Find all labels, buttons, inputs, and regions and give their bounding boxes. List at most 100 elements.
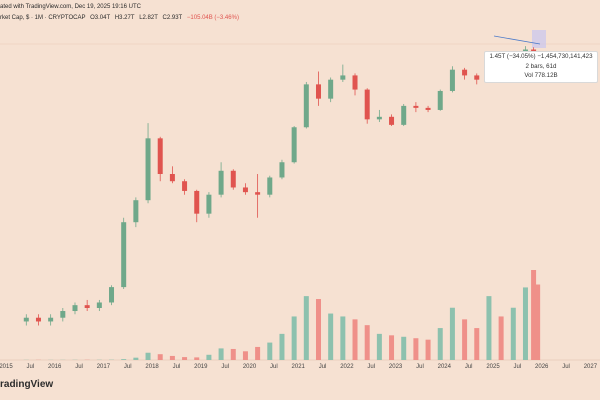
published-note: ated with TradingView.com, Dec 19, 2025 … bbox=[0, 4, 141, 10]
measure-tooltip: 1.45T (−34.05%) −1,454,730,141,423 2 bar… bbox=[484, 51, 598, 83]
ohlc-legend: rket Cap, $ · 1M · CRYPTOCAP O3.04T H3.2… bbox=[0, 15, 242, 21]
candle bbox=[242, 183, 248, 195]
x-tick-label: 2022 bbox=[340, 364, 354, 370]
candle-body bbox=[413, 105, 419, 108]
candle bbox=[206, 192, 212, 218]
candle bbox=[60, 307, 66, 322]
x-tick-label: Jul bbox=[514, 364, 522, 370]
candle bbox=[169, 166, 175, 184]
candle-body bbox=[279, 162, 285, 178]
candle bbox=[376, 109, 382, 123]
volume-bar bbox=[133, 357, 139, 360]
candle-body bbox=[169, 174, 175, 182]
candle bbox=[23, 314, 29, 326]
x-tick-label: 2023 bbox=[389, 364, 403, 370]
x-tick-label: Jul bbox=[416, 364, 424, 370]
candle bbox=[72, 302, 78, 315]
candle bbox=[145, 123, 151, 204]
high-value: H3.27T bbox=[114, 15, 135, 21]
candle bbox=[425, 105, 431, 113]
volume-bar bbox=[157, 354, 163, 360]
candle bbox=[48, 314, 54, 326]
candle bbox=[218, 162, 224, 198]
candle-body bbox=[84, 305, 90, 308]
x-tick-label: Jul bbox=[124, 364, 132, 370]
volume-bar bbox=[267, 342, 273, 360]
candle-body bbox=[194, 190, 200, 214]
measure-bars: 2 bars, 61d bbox=[525, 62, 557, 70]
price-candles bbox=[23, 46, 541, 326]
close-value: C2.93T bbox=[162, 15, 183, 21]
volume-bar bbox=[182, 357, 188, 360]
x-tick-label: 2017 bbox=[97, 364, 111, 370]
volume-bar bbox=[437, 328, 443, 360]
x-tick-label: Jul bbox=[221, 364, 229, 370]
volume-bar bbox=[291, 316, 297, 360]
candle bbox=[84, 299, 90, 312]
candle-body bbox=[96, 302, 102, 308]
candle-body bbox=[449, 69, 455, 91]
volume-bar bbox=[498, 316, 504, 360]
candle bbox=[267, 175, 273, 198]
x-tick-label: 2025 bbox=[486, 364, 500, 370]
symbol-label: rket Cap, $ · 1M · CRYPTOCAP bbox=[0, 15, 86, 21]
candle-body bbox=[376, 116, 382, 120]
volume-bar bbox=[328, 313, 334, 360]
candle-body bbox=[255, 192, 261, 195]
candle bbox=[157, 136, 163, 182]
candle-body bbox=[145, 138, 151, 201]
candle bbox=[121, 217, 127, 290]
x-tick-label: Jul bbox=[27, 364, 35, 370]
volume-bar bbox=[425, 339, 431, 360]
measure-highlight bbox=[532, 30, 546, 48]
candle-body bbox=[35, 317, 41, 322]
x-tick-label: Jul bbox=[562, 364, 570, 370]
x-tick-label: 2024 bbox=[438, 364, 452, 370]
candle-body bbox=[389, 116, 395, 125]
candle-body bbox=[242, 187, 248, 193]
volume-bar bbox=[389, 335, 395, 360]
x-tick-label: Jul bbox=[173, 364, 181, 370]
x-tick-label: 2015 bbox=[0, 364, 13, 370]
volume-bar bbox=[413, 338, 419, 360]
volume-bar bbox=[218, 348, 224, 360]
volume-bar bbox=[279, 333, 285, 360]
candle-body bbox=[315, 84, 321, 99]
candle bbox=[230, 169, 236, 190]
candle-body bbox=[157, 138, 163, 175]
x-tick-label: Jul bbox=[270, 364, 278, 370]
candle-body bbox=[291, 127, 297, 163]
candle bbox=[35, 314, 41, 326]
x-tick-label: 2016 bbox=[48, 364, 62, 370]
volume-bar bbox=[486, 296, 492, 360]
candle-body bbox=[340, 75, 346, 80]
volume-bar bbox=[462, 319, 468, 360]
volume-bar bbox=[474, 328, 480, 360]
volume-bar bbox=[315, 299, 321, 360]
measure-line bbox=[493, 35, 541, 45]
x-tick-label: Jul bbox=[75, 364, 83, 370]
candle-body bbox=[328, 79, 334, 99]
volume-bar bbox=[376, 333, 382, 360]
candle-body bbox=[437, 90, 443, 110]
candle bbox=[389, 114, 395, 127]
candle bbox=[303, 81, 309, 129]
volume-bar bbox=[510, 307, 516, 360]
chart-header: ated with TradingView.com, Dec 19, 2025 … bbox=[0, 0, 600, 28]
candle bbox=[133, 197, 139, 228]
volume-bar bbox=[449, 307, 455, 360]
volume-bar bbox=[255, 346, 261, 360]
candle-body bbox=[462, 69, 468, 76]
candle-body bbox=[206, 194, 212, 214]
candle bbox=[462, 67, 468, 80]
volume-bar bbox=[364, 325, 370, 360]
candle-body bbox=[474, 75, 480, 80]
volume-bar bbox=[401, 336, 407, 360]
candle-body bbox=[109, 287, 115, 303]
x-axis-ticks: 2015 Jul 2016 Jul 2017 Jul 2018 Jul 2019 Jul 2020 J… bbox=[0, 364, 598, 370]
candle-body bbox=[267, 177, 273, 195]
x-tick-label: 2019 bbox=[194, 364, 208, 370]
volume-bar bbox=[169, 355, 175, 360]
candle bbox=[352, 73, 358, 96]
